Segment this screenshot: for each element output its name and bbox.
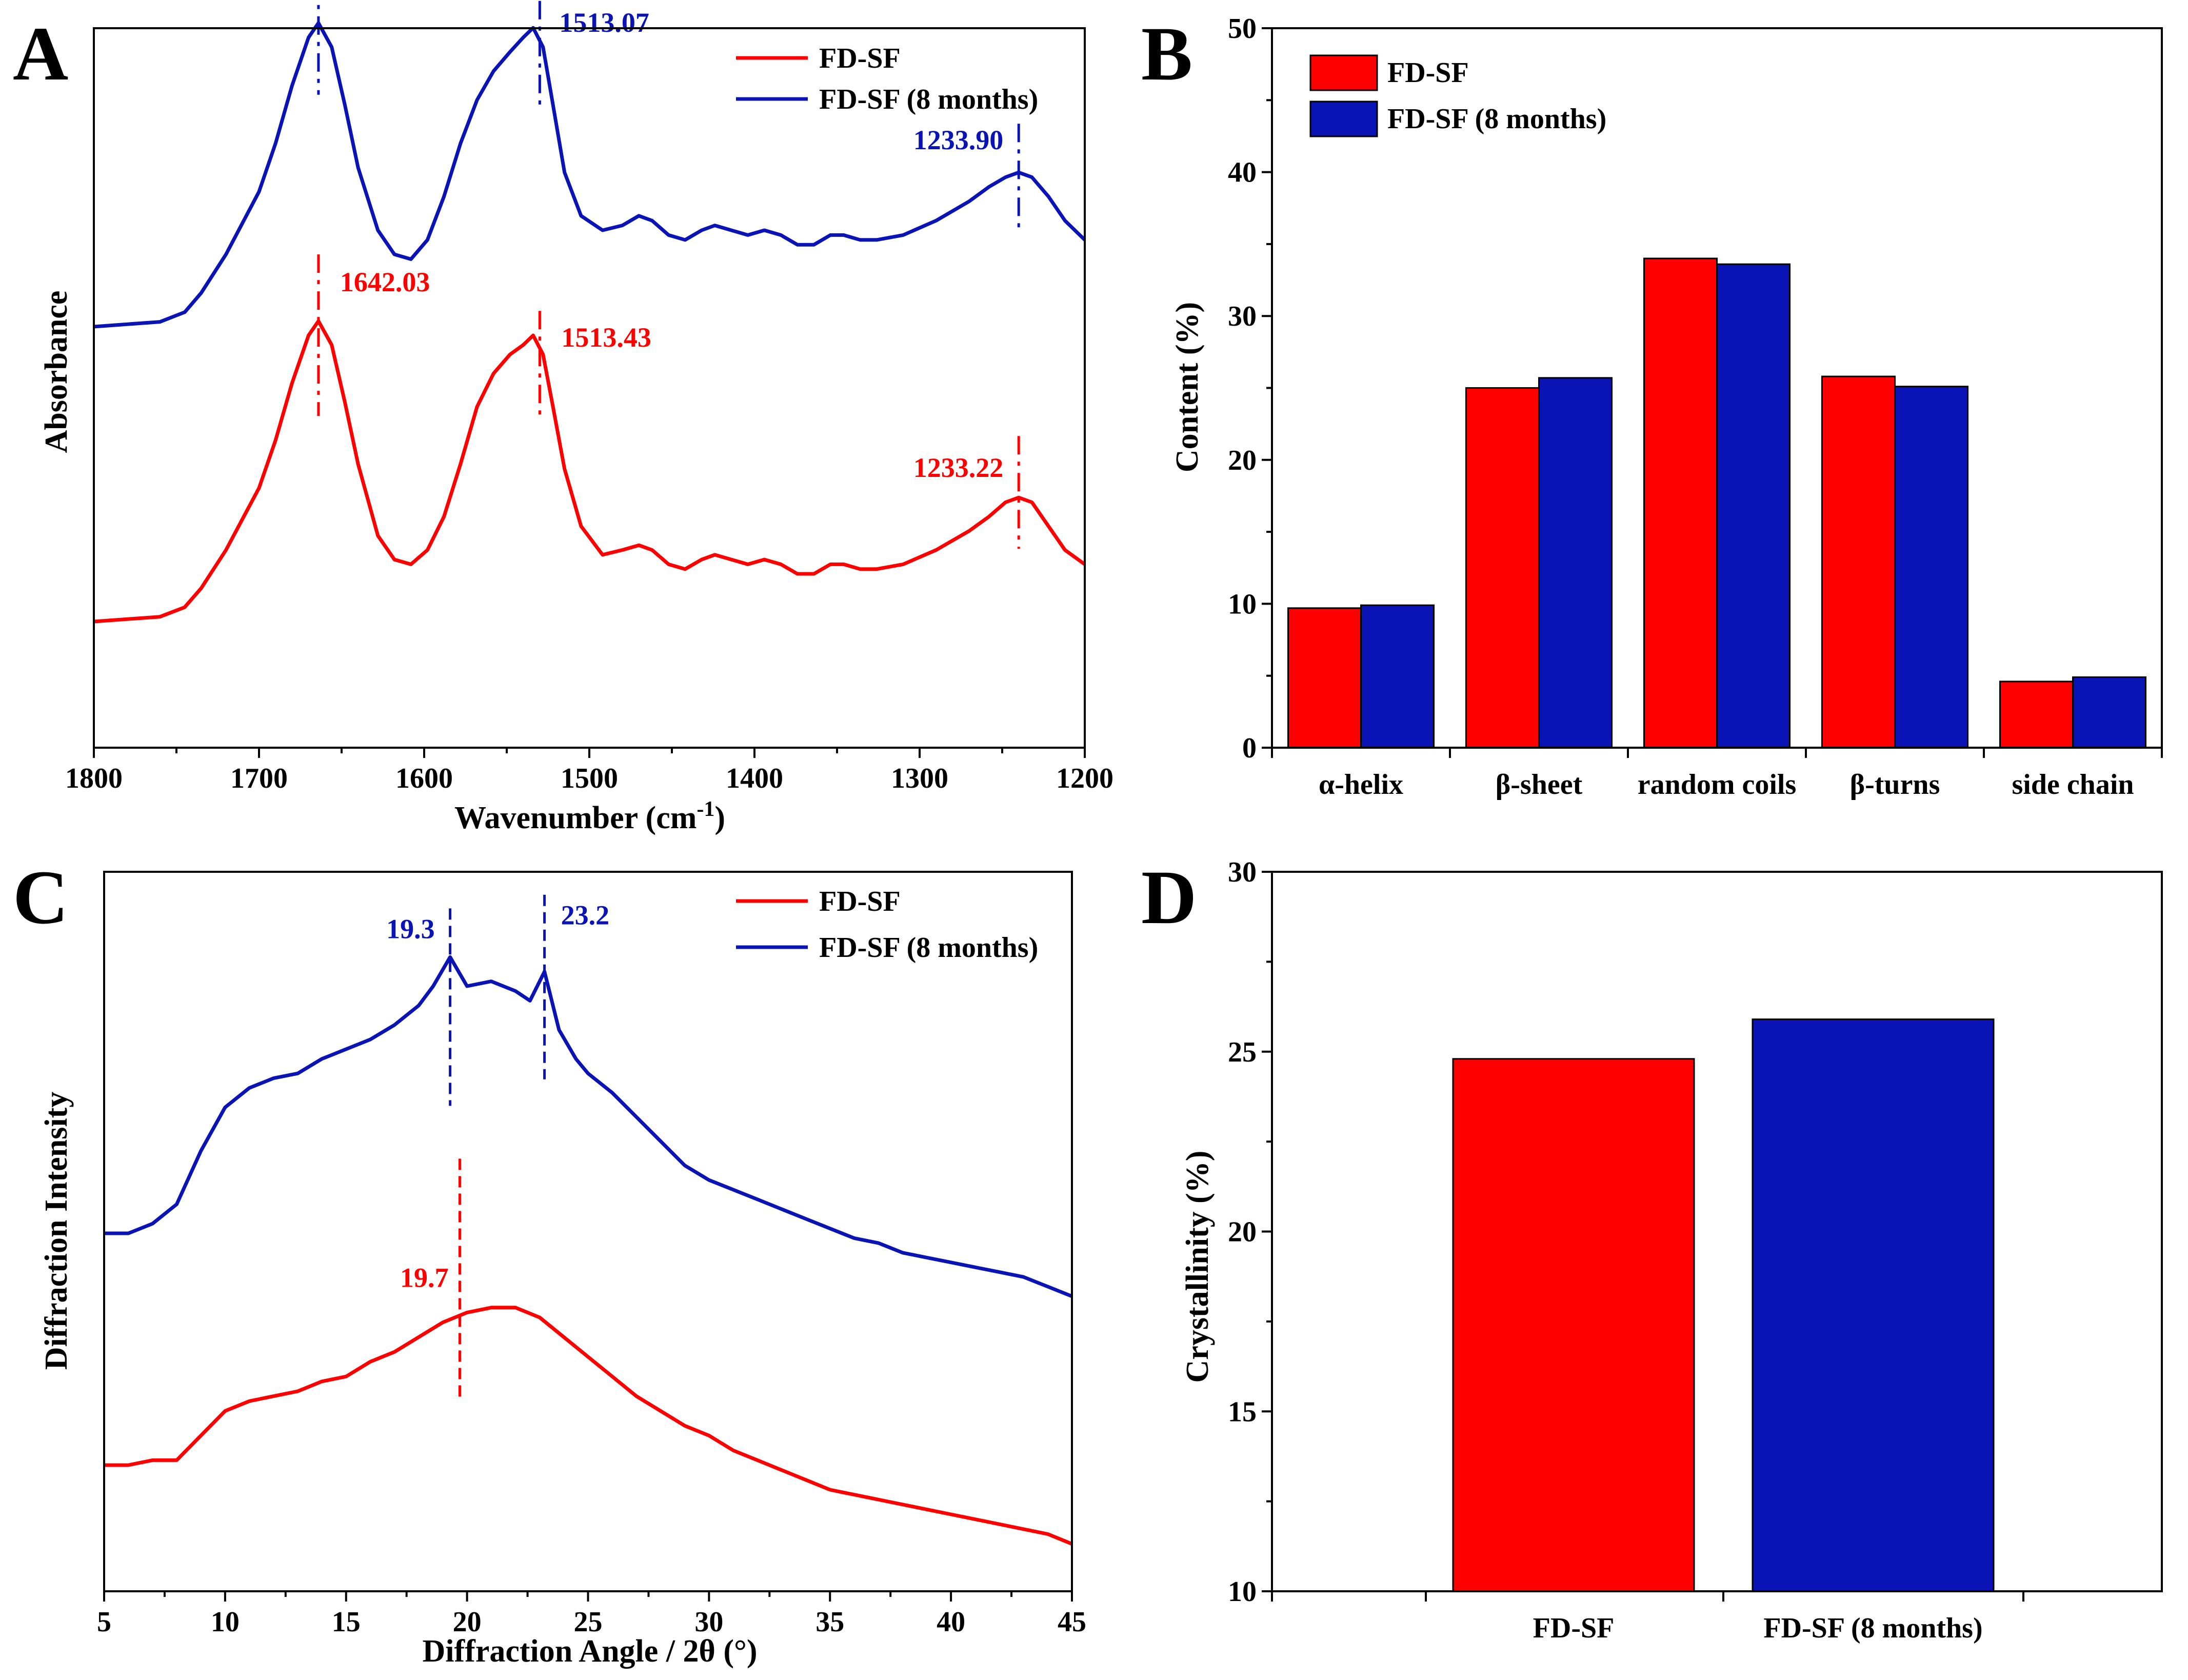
x-tick-label: 10 [211,1606,240,1638]
panel-d-frame [1271,871,2163,1592]
y-tick-label: 20 [1228,1216,1257,1248]
x-tick-label: 45 [1058,1606,1086,1638]
panel-a-x-ticks: 1800 1700 1600 1500 1400 1300 1200 [65,748,1113,794]
panel-b-ticks: α-helix β-sheet random coils β-turns side ch… [1228,13,2163,801]
legend-label-fd-sf: FD-SF [1387,57,1469,89]
bar-turns-fd-sf-8-months [1894,386,1968,749]
pc-peak-label: 23.2 [561,900,610,931]
pa-peak-label: 1233.22 [913,452,1004,483]
x-tick-label: 25 [574,1606,603,1638]
panel-a-legend: FD-SF FD-SF (8 months) [736,43,1038,115]
pc-series-line-fd-sf-8-months [104,955,1073,1298]
pa-peak-label: 1513.43 [561,322,651,353]
y-tick-label: 10 [1228,1576,1257,1608]
pa-series-line-fd-sf-8-months [93,21,1086,329]
bar-helix-fd-sf-8-months [1360,604,1435,749]
legend-label-fd-sf-8-months: FD-SF (8 months) [819,932,1038,964]
pc-peak-label: 19.3 [386,913,435,944]
panel-d-y-axis-title: Crystallinity (%) [1180,1151,1215,1383]
legend-swatch-fd-sf [1309,54,1378,91]
x-category-label: FD-SF [1533,1612,1615,1644]
pc-peak-label: 19.7 [400,1262,449,1293]
panel-b-legend: FD-SF FD-SF (8 months) [1309,54,1606,137]
y-tick-label: 10 [1228,588,1257,620]
panel-d-bars [1452,1018,1995,1592]
panel-c-x-ticks: 5 10 15 20 25 30 35 40 45 [97,1591,1086,1638]
panel-a-series [93,21,1086,624]
y-tick-label: 50 [1228,13,1257,45]
x-tick-label: 30 [694,1606,723,1638]
pa-peak-label: 1641.78 [338,0,428,2]
x-category-label: FD-SF (8 months) [1763,1612,1982,1644]
pc-series-line-fd-sf [104,1306,1073,1546]
x-tick-label: 20 [453,1606,482,1638]
x-tick-label: 1800 [65,763,123,794]
y-tick-label: 20 [1228,445,1257,476]
panel-b-bars [1287,257,2146,749]
bar-sheet-fd-sf [1465,387,1540,749]
panel-c-letter: C [13,855,68,940]
panel-c: C 19.3 23.219.7 5 10 15 20 25 30 35 40 45 FD-SFFD… [13,855,1086,1669]
bar-side-chain-fd-sf [1999,681,2074,749]
x-category-label: side chain [2012,769,2134,801]
y-tick-label: 30 [1228,301,1257,332]
x-tick-label: 35 [815,1606,844,1638]
panel-d-ticks: FD-SF FD-SF (8 months) 10 15 20 25 30 [1228,856,2024,1644]
x-tick-label: 1200 [1056,763,1113,794]
x-tick-label: 1400 [726,763,783,794]
bar-side-chain-fd-sf-8-months [2072,676,2146,749]
panel-c-legend: FD-SF FD-SF (8 months) [736,886,1038,964]
x-category-label: α-helix [1319,769,1403,801]
x-category-label: β-turns [1850,769,1940,801]
panel-b-letter: B [1141,11,1192,96]
legend-label-fd-sf-8-months: FD-SF (8 months) [819,84,1038,115]
panel-a-annotations: 1641.78 1513.07 1233.90 1642.03 1513.43 1233.… [317,0,1020,549]
pa-peak-label: 1513.07 [559,7,649,38]
bar-fd-sf [1452,1058,1695,1592]
pa-peak-label: 1233.90 [913,125,1004,155]
bar-turns-fd-sf [1821,375,1896,749]
pa-peak-label: 1642.03 [340,267,430,297]
x-tick-label: 40 [937,1606,965,1638]
bar-random-coils-fd-sf-8-months [1716,263,1791,749]
bar-random-coils-fd-sf [1643,257,1718,749]
panel-b-y-axis-title: Content (%) [1170,302,1205,472]
y-tick-label: 0 [1242,732,1257,764]
bar-fd-sf-8-months [1752,1018,1995,1592]
panel-a-y-axis-title: Absorbance [39,291,74,453]
bar-helix-fd-sf [1287,607,1362,749]
legend-label-fd-sf: FD-SF [819,43,901,74]
panel-a-x-axis-title: Wavenumber (cm-1) [454,797,725,835]
y-tick-label: 40 [1228,157,1257,189]
legend-swatch-fd-sf-8-months [1309,101,1378,137]
pa-series-line-fd-sf [93,319,1086,624]
panel-c-frame [103,871,1073,1592]
panel-a-letter: A [13,11,68,96]
panel-c-y-axis-title: Diffraction Intensity [39,1092,74,1370]
panel-d: D FD-SF FD-SF (8 months) 10 15 20 25 30 Crysta… [1141,855,2163,1644]
x-category-label: β-sheet [1496,769,1583,801]
panel-c-x-axis-title: Diffraction Angle / 2θ (°) [423,1634,758,1669]
x-tick-label: 1300 [891,763,948,794]
x-tick-label: 1500 [561,763,618,794]
x-tick-label: 1600 [395,763,453,794]
x-tick-label: 15 [332,1606,361,1638]
bar-sheet-fd-sf-8-months [1538,377,1613,749]
panel-b: B α-helix β-sheet random coils β-turns side … [1141,11,2163,801]
x-category-label: random coils [1638,769,1797,801]
y-tick-label: 30 [1228,856,1257,888]
x-tick-label: 1700 [230,763,288,794]
legend-label-fd-sf-8-months: FD-SF (8 months) [1387,103,1606,135]
panel-d-letter: D [1141,855,1197,940]
panel-c-series [104,955,1073,1546]
x-tick-label: 5 [97,1606,111,1638]
legend-label-fd-sf: FD-SF [819,886,901,917]
panel-a: A 1641.78 1513.07 1233.90 1642.03 1513.43 123… [13,0,1113,835]
panel-c-annotations: 19.3 23.2 19.7 [386,894,610,1400]
y-tick-label: 25 [1228,1036,1257,1068]
y-tick-label: 15 [1228,1396,1257,1428]
